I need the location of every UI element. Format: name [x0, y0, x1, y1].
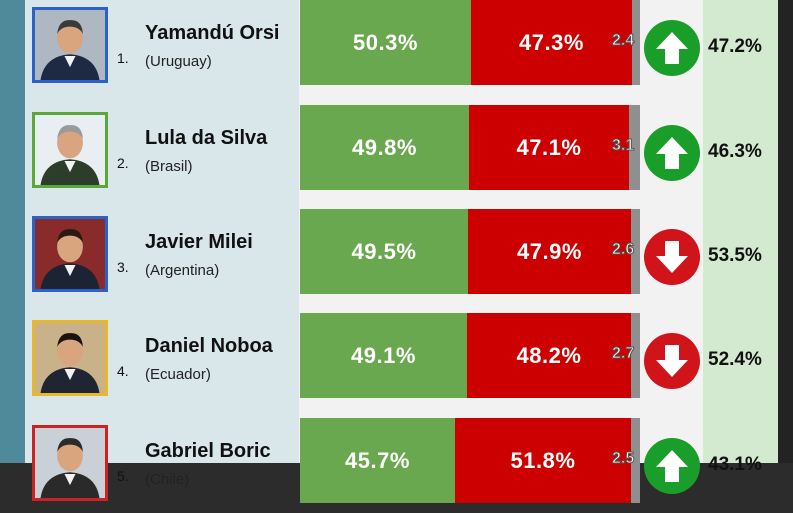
other-segment [632, 0, 640, 85]
other-value: 2.7 [612, 345, 635, 363]
other-value: 2.6 [612, 241, 635, 259]
left-edge-strip [0, 0, 25, 463]
approval-bar: 49.1% 48.2% [300, 313, 640, 398]
leader-country: (Ecuador) [145, 366, 211, 383]
arrow-up-icon [644, 125, 700, 181]
approval-bar: 49.5% 47.9% [300, 209, 640, 294]
ranking-row: 5. Gabriel Boric (Chile) 45.7% 51.8% 2.5 43.1% [0, 418, 793, 513]
previous-value: 47.2% [708, 36, 762, 57]
arrow-down-icon [644, 333, 700, 389]
leader-photo [32, 320, 108, 396]
arrow-up-icon [644, 20, 700, 76]
approval-segment: 50.3% [300, 0, 471, 85]
other-segment [631, 418, 640, 503]
rank-number: 4. [117, 363, 129, 379]
previous-value: 43.1% [708, 454, 762, 475]
ranking-row: 1. Yamandú Orsi (Uruguay) 50.3% 47.3% 2.4 47.2… [0, 0, 793, 95]
approval-bar: 49.8% 47.1% [300, 105, 640, 190]
previous-value: 52.4% [708, 349, 762, 370]
leader-photo [32, 216, 108, 292]
other-value: 2.4 [612, 32, 635, 50]
other-segment [629, 105, 640, 190]
approval-bar: 45.7% 51.8% [300, 418, 640, 503]
other-segment [631, 209, 640, 294]
leader-country: (Chile) [145, 471, 190, 488]
approval-bar: 50.3% 47.3% [300, 0, 640, 85]
previous-value: 46.3% [708, 141, 762, 162]
ranking-row: 3. Javier Milei (Argentina) 49.5% 47.9% 2.6 53… [0, 209, 793, 304]
disapproval-segment: 48.2% [467, 313, 631, 398]
leader-name: Daniel Noboa [145, 335, 273, 357]
disapproval-segment: 51.8% [455, 418, 631, 503]
approval-segment: 49.8% [300, 105, 469, 190]
ranking-row: 4. Daniel Noboa (Ecuador) 49.1% 48.2% 2.7 52.4… [0, 313, 793, 408]
arrow-up-icon [644, 438, 700, 494]
leader-country: (Brasil) [145, 158, 193, 175]
disapproval-segment: 47.1% [469, 105, 629, 190]
leader-country: (Uruguay) [145, 53, 212, 70]
arrow-down-icon [644, 229, 700, 285]
ranking-row: 2. Lula da Silva (Brasil) 49.8% 47.1% 3.1 46.3… [0, 105, 793, 200]
other-segment [631, 313, 640, 398]
rank-number: 3. [117, 259, 129, 275]
other-value: 3.1 [612, 137, 635, 155]
disapproval-segment: 47.3% [471, 0, 632, 85]
change-column [703, 0, 778, 463]
leader-country: (Argentina) [145, 262, 220, 279]
approval-segment: 49.1% [300, 313, 467, 398]
leader-photo [32, 112, 108, 188]
leader-photo [32, 7, 108, 83]
rank-number: 1. [117, 50, 129, 66]
leader-name: Lula da Silva [145, 127, 268, 149]
disapproval-segment: 47.9% [468, 209, 631, 294]
rank-number: 5. [117, 468, 129, 484]
leader-photo [32, 425, 108, 501]
right-edge-strip [778, 0, 793, 463]
leader-name: Javier Milei [145, 231, 253, 253]
rank-number: 2. [117, 155, 129, 171]
approval-segment: 49.5% [300, 209, 468, 294]
approval-segment: 45.7% [300, 418, 455, 503]
leader-name: Gabriel Boric [145, 440, 271, 462]
leader-name: Yamandú Orsi [145, 22, 280, 44]
previous-value: 53.5% [708, 245, 762, 266]
other-value: 2.5 [612, 450, 635, 468]
